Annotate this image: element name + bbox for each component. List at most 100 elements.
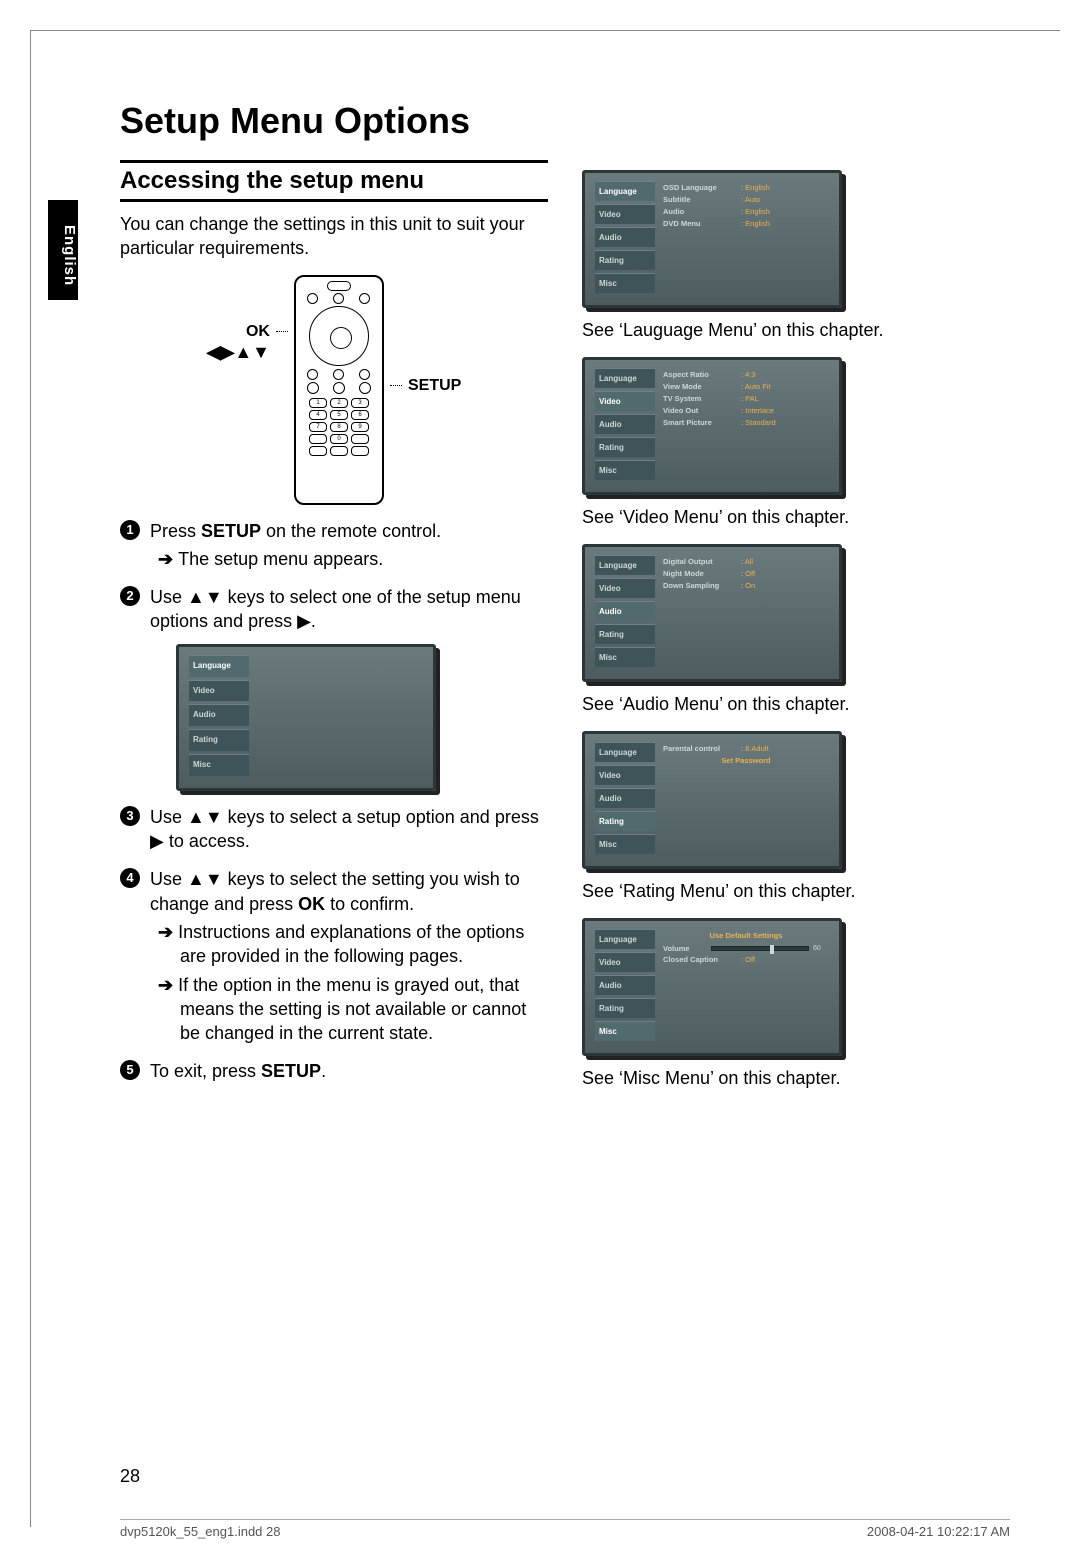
caption-language: See ‘Lauguage Menu’ on this chapter. [582,320,1010,341]
osd-val: Interlace [741,406,774,415]
step-3: Use ▲▼ keys to select a setup option and… [120,805,548,854]
step-text: To exit, press [150,1061,261,1081]
osd-tab: Rating [189,729,249,751]
step-text: to confirm. [325,894,414,914]
osd-tab: Misc [595,1021,655,1041]
osd-val: All [741,557,753,566]
osd-key: Digital Output [663,557,741,566]
remote-control-icon: 123 456 789 0 [294,275,384,505]
osd-rating: Language Video Audio Rating Misc Parenta… [582,731,842,869]
footer: dvp5120k_55_eng1.indd 28 2008-04-21 10:2… [120,1519,1010,1539]
osd-val: English [741,219,770,228]
step-text: Use ▲▼ keys to select one of the setup m… [150,587,521,631]
osd-tab: Language [595,742,655,762]
osd-tab: Audio [595,601,655,621]
osd-tab: Rating [595,811,655,831]
osd-val: 4:3 [741,370,756,379]
osd-key: TV System [663,394,741,403]
osd-tab: Misc [189,754,249,776]
osd-tab: Video [595,391,655,411]
osd-val: 60 [813,945,829,952]
step-text: . [321,1061,326,1081]
osd-tab: Video [595,204,655,224]
section-heading: Accessing the setup menu [120,160,548,202]
ok-label: OK [246,323,270,341]
osd-tab: Misc [595,460,655,480]
osd-tab: Rating [595,998,655,1018]
osd-val: English [741,207,770,216]
osd-tab: Misc [595,273,655,293]
page-content: Setup Menu Options Accessing the setup m… [120,100,1010,1105]
osd-key: DVD Menu [663,219,741,228]
osd-tab: Misc [595,647,655,667]
caption-audio: See ‘Audio Menu’ on this chapter. [582,694,1010,715]
osd-val: On [741,581,755,590]
page-title: Setup Menu Options [120,100,1010,142]
step-4: Use ▲▼ keys to select the setting you wi… [120,867,548,1045]
setup-label: SETUP [408,377,461,395]
steps-list: Press SETUP on the remote control. The s… [120,519,548,1084]
dotted-line [390,385,402,386]
osd-val: Standard [741,418,776,427]
osd-tab: Rating [595,624,655,644]
volume-slider-icon [711,946,809,951]
osd-key: Volume [663,944,707,953]
intro-text: You can change the settings in this unit… [120,212,548,261]
osd-tab: Video [595,952,655,972]
osd-key: Night Mode [663,569,741,578]
step-text: Press [150,521,201,541]
step-sub: Instructions and explanations of the opt… [150,920,548,969]
osd-tab: Misc [595,834,655,854]
left-column: Accessing the setup menu You can change … [120,160,548,1105]
osd-center: Set Password [663,756,829,765]
caption-rating: See ‘Rating Menu’ on this chapter. [582,881,1010,902]
osd-tab: Language [595,555,655,575]
osd-tab: Rating [595,437,655,457]
osd-audio: Language Video Audio Rating Misc Digital… [582,544,842,682]
osd-val: Off [741,955,755,964]
remote-illustration: OK ◀▶▲▼ 123 456 789 0 [120,275,548,505]
osd-key: View Mode [663,382,741,391]
osd-key: Smart Picture [663,418,741,427]
osd-tab: Audio [595,227,655,247]
step-1: Press SETUP on the remote control. The s… [120,519,548,572]
osd-key: Down Sampling [663,581,741,590]
osd-val: 8.Adult [741,744,769,753]
osd-key: Aspect Ratio [663,370,741,379]
osd-key: Audio [663,207,741,216]
osd-tab: Rating [595,250,655,270]
osd-center: Use Default Settings [663,931,829,940]
step-bold: OK [298,894,325,914]
osd-tabs: Language Video Audio Rating Misc [189,655,249,776]
osd-tab: Video [189,680,249,702]
osd-key: OSD Language [663,183,741,192]
page-number: 28 [120,1466,140,1487]
arrows-label: ◀▶▲▼ [207,343,270,361]
osd-misc: Language Video Audio Rating Misc Use Def… [582,918,842,1056]
dotted-line [276,331,288,332]
osd-tab: Video [595,578,655,598]
osd-video: Language Video Audio Rating Misc Aspect … [582,357,842,495]
osd-val: Off [741,569,755,578]
osd-tab: Audio [595,788,655,808]
osd-tab: Audio [595,414,655,434]
osd-tab: Audio [189,704,249,726]
caption-video: See ‘Video Menu’ on this chapter. [582,507,1010,528]
osd-val: PAL [741,394,759,403]
osd-tab: Language [189,655,249,677]
step-2: Use ▲▼ keys to select one of the setup m… [120,585,548,791]
osd-val: Auto Fit [741,382,771,391]
osd-val: English [741,183,770,192]
language-tab: English [48,200,78,300]
step-sub: If the option in the menu is grayed out,… [150,973,548,1046]
step-text: on the remote control. [261,521,441,541]
step-sub: The setup menu appears. [150,547,548,571]
osd-tab: Video [595,765,655,785]
right-column: Language Video Audio Rating Misc OSD Lan… [582,160,1010,1105]
osd-key: Closed Caption [663,955,741,964]
osd-basic: Language Video Audio Rating Misc [176,644,436,791]
step-bold: SETUP [261,1061,321,1081]
footer-file: dvp5120k_55_eng1.indd 28 [120,1524,280,1539]
osd-tab: Language [595,181,655,201]
osd-key: Parental control [663,744,741,753]
